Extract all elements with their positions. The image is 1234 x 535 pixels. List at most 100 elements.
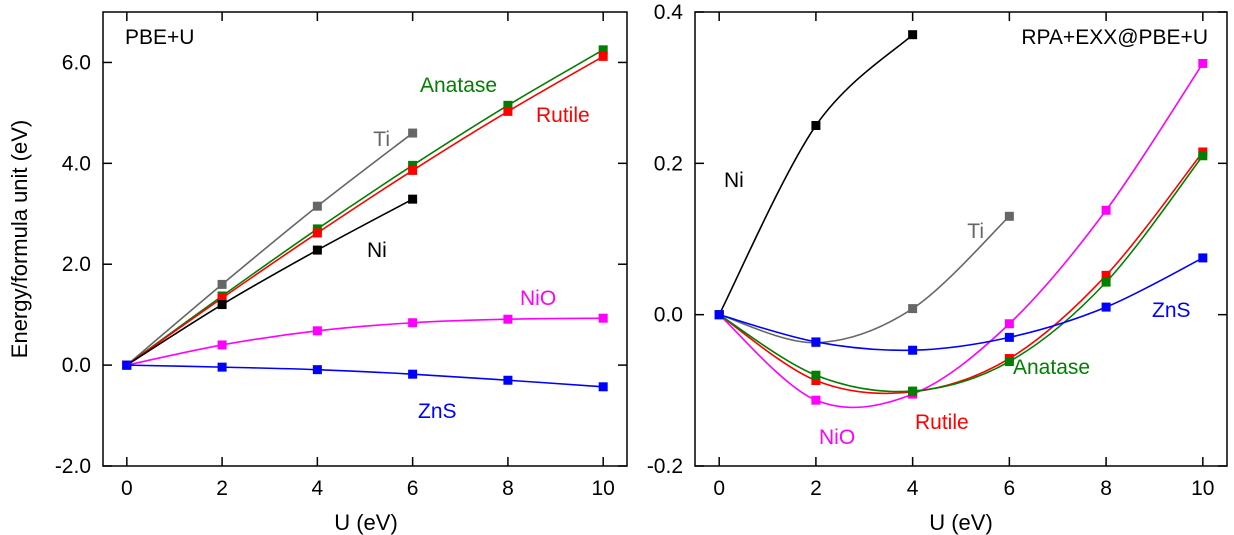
data-point-zns: [1101, 302, 1111, 312]
data-point-anatase: [811, 370, 821, 380]
data-point-zns: [714, 310, 724, 320]
y-tick-label: 0.2: [654, 152, 683, 175]
data-point-anatase: [408, 160, 418, 170]
data-point-ni: [217, 300, 227, 310]
data-point-nio: [312, 326, 322, 336]
x-axis-title: U (eV): [334, 510, 398, 535]
series-label-ni: Ni: [367, 239, 387, 262]
data-point-rutile: [598, 51, 608, 61]
data-point-ti: [312, 201, 322, 211]
data-point-zns: [811, 337, 821, 347]
y-tick-label: 0.0: [62, 354, 91, 377]
data-point-zns: [598, 382, 608, 392]
x-tick-label: 0: [713, 477, 725, 500]
data-point-anatase: [1198, 151, 1208, 161]
x-tick-label: 6: [1004, 477, 1016, 500]
data-point-ti: [217, 279, 227, 289]
data-point-anatase: [908, 386, 918, 396]
data-point-nio: [1101, 205, 1111, 215]
data-point-ti: [408, 128, 418, 138]
data-point-zns: [1004, 332, 1014, 342]
data-point-anatase: [503, 100, 513, 110]
rpa-exx-panel: 0 2 4 6 8 10 -0.2 0.0 0.2 0.4 Ni Ti NiO Rutile Anatas…: [647, 1, 1228, 535]
x-tick-label: 4: [312, 477, 324, 500]
y-tick-label: -0.2: [647, 455, 683, 478]
data-point-zns: [908, 345, 918, 355]
series-line-ni: [718, 34, 914, 316]
y-tick-label: 0.0: [654, 304, 683, 327]
x-axis-title: U (eV): [929, 510, 993, 535]
x-tick-label: 10: [1191, 477, 1214, 500]
series-line-anatase: [126, 49, 604, 366]
series-line-nio: [126, 317, 604, 366]
series-label-nio: NiO: [520, 287, 556, 310]
series-label-anatase: Anatase: [1013, 356, 1090, 379]
x-tick-label: 6: [407, 477, 419, 500]
series-labels: Ni Ti NiO Rutile Anatase ZnS: [724, 169, 1191, 449]
series-line-ti: [126, 132, 414, 366]
axis-ticks: 0 2 4 6 8 10 -0.2 0.0 0.2 0.4: [647, 1, 1227, 500]
data-point-rutile: [312, 228, 322, 238]
data-point-nio: [598, 313, 608, 323]
data-point-ni: [408, 194, 418, 204]
data-point-rutile: [217, 293, 227, 303]
data-point-ti: [908, 304, 918, 314]
data-point-zns: [503, 375, 513, 385]
y-axis-title: Energy/formula unit (eV): [7, 120, 32, 358]
data-point-ni: [312, 245, 322, 255]
series-label-nio: NiO: [819, 426, 855, 449]
data-point-ni: [908, 30, 918, 40]
series-line-rutile: [126, 55, 604, 366]
series-label-ti: Ti: [967, 220, 984, 243]
series-label-zns: ZnS: [418, 400, 457, 423]
series-labels: Ti Anatase Rutile Ni NiO ZnS: [367, 74, 590, 423]
data-point-zns: [122, 360, 132, 370]
x-tick-label: 8: [1100, 477, 1112, 500]
series-line-zns: [126, 364, 604, 388]
series-line-ti: [718, 215, 1010, 344]
data-point-anatase: [598, 45, 608, 55]
series-label-zns: ZnS: [1152, 299, 1191, 322]
series-label-ti: Ti: [373, 128, 390, 151]
x-tick-label: 0: [121, 477, 133, 500]
series-line-nio: [718, 63, 1204, 409]
data-point-nio: [408, 318, 418, 328]
series-label-rutile: Rutile: [915, 411, 969, 434]
series-label-ni: Ni: [724, 169, 744, 192]
data-point-rutile: [811, 375, 821, 385]
data-point-zns: [1198, 253, 1208, 263]
data-point-rutile: [1101, 270, 1111, 280]
x-tick-label: 10: [592, 477, 615, 500]
series-line-rutile: [718, 151, 1204, 395]
plot-frame: [102, 11, 628, 467]
y-tick-label: -2.0: [55, 455, 91, 478]
data-point-nio: [1004, 319, 1014, 329]
axis-ticks: 0 2 4 6 8 10 -2.0 0.0 2.0 4.0 6.0: [55, 12, 627, 500]
data-point-anatase: [1101, 277, 1111, 287]
y-tick-label: 4.0: [62, 152, 91, 175]
series-layer: [122, 45, 608, 392]
data-point-zns: [312, 365, 322, 375]
panel-title: PBE+U: [125, 26, 194, 49]
x-tick-label: 2: [216, 477, 228, 500]
data-point-ti: [1004, 211, 1014, 221]
y-tick-label: 6.0: [62, 51, 91, 74]
data-point-rutile: [503, 106, 513, 116]
series-line-ni: [126, 198, 414, 366]
y-tick-label: 0.4: [654, 1, 684, 24]
x-tick-label: 8: [502, 477, 514, 500]
series-label-rutile: Rutile: [536, 104, 590, 127]
series-layer: [714, 30, 1208, 409]
data-point-nio: [217, 340, 227, 350]
y-tick-label: 2.0: [62, 253, 91, 276]
data-point-zns: [217, 362, 227, 372]
plot-frame: [694, 11, 1228, 467]
panel-title: RPA+EXX@PBE+U: [1021, 26, 1208, 49]
data-point-nio: [1198, 58, 1208, 68]
data-point-zns: [408, 369, 418, 379]
data-point-nio: [503, 314, 513, 324]
pbe-u-panel: 0 2 4 6 8 10 -2.0 0.0 2.0 4.0 6.0 Ti Anatase Rutile N…: [7, 11, 628, 535]
series-line-anatase: [718, 155, 1204, 393]
series-line-zns: [718, 257, 1204, 352]
